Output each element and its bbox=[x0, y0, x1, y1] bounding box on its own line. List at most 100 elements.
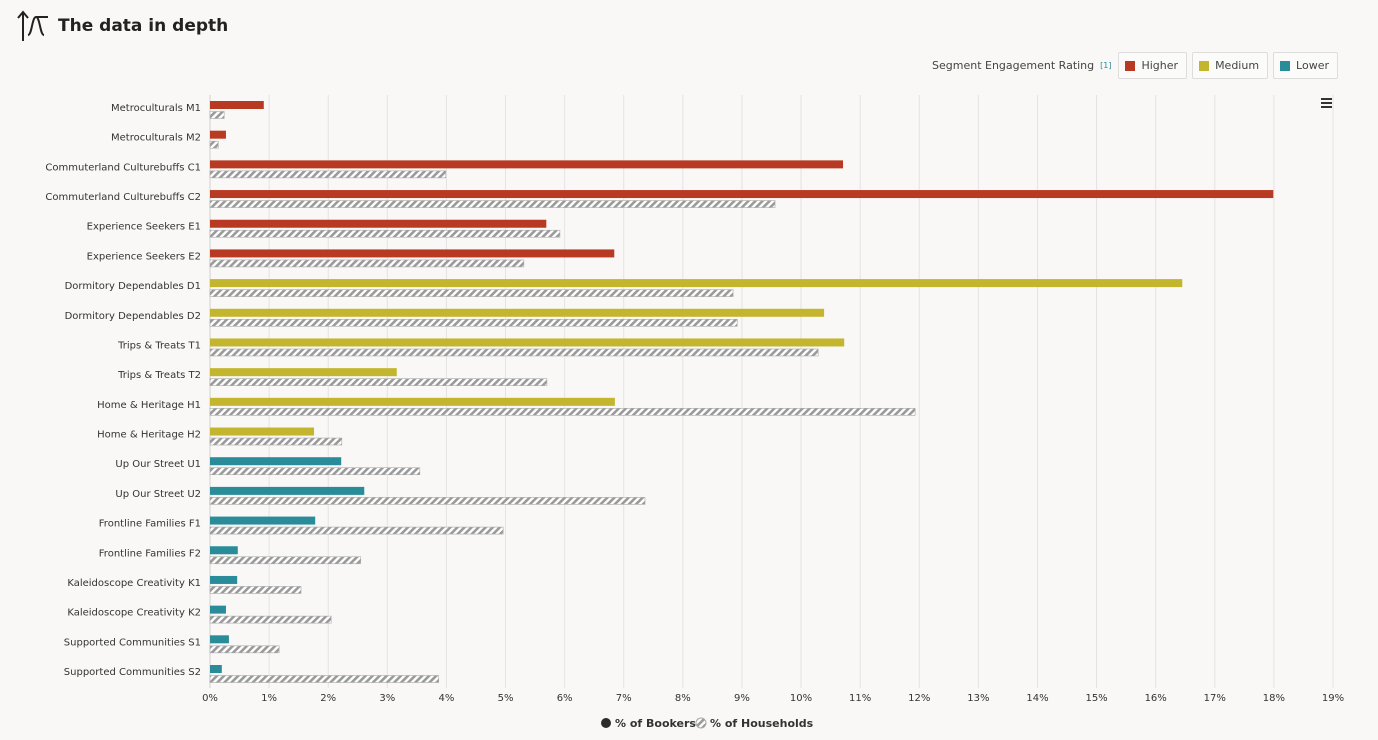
y-tick-label: Home & Heritage H1 bbox=[97, 400, 201, 411]
legend-swatch bbox=[601, 718, 611, 728]
x-tick-label: 16% bbox=[1145, 693, 1167, 704]
logo-icon bbox=[17, 10, 48, 41]
segment-legend-item[interactable]: Higher bbox=[1118, 52, 1188, 79]
bookers-bar bbox=[210, 219, 547, 228]
households-bar bbox=[209, 200, 776, 208]
y-tick-label: Commuterland Culturebuffs C2 bbox=[45, 192, 201, 203]
y-tick-label: Up Our Street U2 bbox=[115, 489, 201, 500]
bookers-bar bbox=[210, 279, 1183, 288]
x-tick-label: 6% bbox=[557, 693, 573, 704]
footnote-link[interactable]: [1] bbox=[1100, 61, 1112, 70]
x-tick-label: 3% bbox=[379, 693, 395, 704]
page-title: The data in depth bbox=[58, 16, 229, 36]
x-tick-label: 10% bbox=[790, 693, 812, 704]
menu-button[interactable] bbox=[1316, 94, 1336, 112]
bookers-bar bbox=[210, 486, 365, 495]
x-tick-label: 1% bbox=[261, 693, 277, 704]
bookers-bar bbox=[210, 397, 615, 406]
header: The data in depth bbox=[16, 8, 228, 44]
bookers-bar bbox=[210, 130, 226, 139]
legend-label: % of Households bbox=[710, 717, 814, 730]
y-tick-label: Frontline Families F2 bbox=[99, 548, 201, 559]
x-tick-label: 0% bbox=[202, 693, 218, 704]
y-tick-label: Supported Communities S2 bbox=[64, 667, 201, 678]
bookers-bar bbox=[210, 368, 397, 377]
x-tick-label: 12% bbox=[908, 693, 930, 704]
segment-legend: Segment Engagement Rating [1] Higher Medi… bbox=[932, 52, 1338, 79]
households-bar bbox=[209, 437, 343, 446]
households-bar bbox=[209, 259, 525, 268]
bookers-bar bbox=[210, 546, 238, 555]
households-bar bbox=[209, 111, 225, 119]
households-bar bbox=[209, 556, 362, 565]
bookers-bar bbox=[210, 427, 315, 436]
y-tick-label: Metroculturals M1 bbox=[111, 103, 201, 114]
households-bar bbox=[209, 408, 916, 416]
segment-legend-item[interactable]: Medium bbox=[1192, 52, 1269, 79]
x-tick-label: 2% bbox=[320, 693, 336, 704]
x-tick-label: 19% bbox=[1322, 693, 1344, 704]
x-tick-label: 14% bbox=[1026, 693, 1048, 704]
households-bar bbox=[209, 229, 561, 238]
y-tick-label: Frontline Families F1 bbox=[99, 519, 201, 530]
households-bar bbox=[209, 675, 440, 683]
households-bar bbox=[209, 289, 734, 297]
bookers-bar bbox=[210, 635, 229, 644]
x-tick-label: 13% bbox=[967, 693, 989, 704]
x-tick-label: 5% bbox=[498, 693, 514, 704]
y-tick-label: Kaleidoscope Creativity K2 bbox=[67, 608, 201, 619]
segment-label: Lower bbox=[1296, 59, 1329, 72]
households-bar bbox=[209, 140, 219, 149]
households-bar bbox=[209, 586, 302, 594]
households-bar bbox=[209, 467, 421, 476]
y-tick-label: Dormitory Dependables D2 bbox=[65, 311, 201, 322]
bookers-bar bbox=[210, 665, 222, 673]
y-tick-label: Experience Seekers E1 bbox=[87, 222, 201, 233]
series-legend-item[interactable]: % of Households bbox=[695, 717, 814, 730]
households-bar bbox=[209, 645, 280, 654]
bookers-bar bbox=[210, 457, 342, 466]
bookers-bar bbox=[210, 605, 226, 614]
households-bar bbox=[209, 615, 332, 624]
x-tick-label: 8% bbox=[675, 693, 691, 704]
x-tick-label: 4% bbox=[438, 693, 454, 704]
y-tick-label: Commuterland Culturebuffs C1 bbox=[45, 162, 201, 173]
y-tick-label: Trips & Treats T1 bbox=[117, 340, 201, 351]
x-tick-label: 15% bbox=[1085, 693, 1107, 704]
x-tick-label: 7% bbox=[616, 693, 632, 704]
segment-swatch bbox=[1199, 60, 1210, 71]
bookers-bar bbox=[210, 190, 1274, 199]
households-bar bbox=[209, 348, 819, 357]
x-tick-label: 9% bbox=[734, 693, 750, 704]
bookers-bar bbox=[210, 575, 238, 584]
x-tick-label: 11% bbox=[849, 693, 871, 704]
bookers-bar bbox=[210, 516, 316, 525]
bookers-bar bbox=[210, 101, 264, 109]
bookers-bar bbox=[210, 308, 825, 317]
segment-legend-item[interactable]: Lower bbox=[1273, 52, 1338, 79]
segment-legend-title: Segment Engagement Rating bbox=[932, 59, 1095, 72]
x-tick-label: 17% bbox=[1204, 693, 1226, 704]
y-tick-label: Metroculturals M2 bbox=[111, 133, 201, 144]
y-tick-label: Experience Seekers E2 bbox=[87, 251, 201, 262]
y-tick-label: Home & Heritage H2 bbox=[97, 430, 201, 441]
households-bar bbox=[209, 170, 447, 179]
series-legend-item[interactable]: % of Bookers bbox=[601, 717, 696, 730]
bookers-bar bbox=[210, 160, 844, 169]
y-tick-label: Supported Communities S1 bbox=[64, 637, 201, 648]
x-tick-label: 18% bbox=[1263, 693, 1285, 704]
bookers-bar bbox=[210, 249, 615, 258]
legend-label: % of Bookers bbox=[615, 717, 696, 730]
segment-label: Medium bbox=[1215, 59, 1260, 72]
bookers-bar bbox=[210, 338, 845, 347]
y-tick-label: Dormitory Dependables D1 bbox=[65, 281, 201, 292]
households-bar bbox=[209, 318, 738, 327]
segment-swatch bbox=[1280, 60, 1291, 71]
segment-swatch bbox=[1125, 60, 1136, 71]
households-bar bbox=[209, 526, 504, 535]
y-tick-label: Trips & Treats T2 bbox=[117, 370, 201, 381]
households-bar bbox=[209, 378, 548, 386]
segment-label: Higher bbox=[1141, 59, 1179, 72]
